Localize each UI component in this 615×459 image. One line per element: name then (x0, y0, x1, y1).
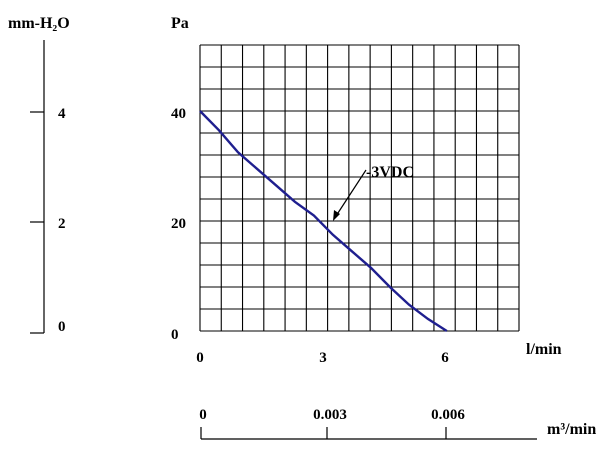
x-tick-label-3: 3 (319, 350, 327, 366)
secondary-y-tick-label-4: 4 (58, 106, 66, 122)
series-line-3vdc (199, 110, 448, 333)
secondary-x-tick-label-0: 0 (199, 407, 207, 423)
annotation-arrowhead (333, 210, 340, 221)
annotation-leader-line (335, 169, 367, 217)
x-tick-label-0: 0 (196, 350, 204, 366)
secondary-x-tick-label-0.006: 0.006 (431, 407, 465, 423)
secondary-y-axis-label: mm-H₂O (8, 15, 70, 32)
y-tick-label-40: 40 (171, 106, 186, 122)
grid (199, 44, 520, 332)
y-tick-label-20: 20 (171, 216, 186, 232)
secondary-y-tick-label-2: 2 (58, 216, 66, 232)
y-tick-labels: 40 20 0 (171, 106, 186, 343)
x-tick-labels: 0 3 6 (196, 350, 449, 366)
x-tick-label-6: 6 (441, 350, 449, 366)
annotation-label: -3VDC (366, 164, 414, 181)
y-tick-label-0: 0 (171, 327, 179, 343)
secondary-y-tick-label-0: 0 (58, 319, 66, 335)
secondary-y-axis: mm-H₂O 4 2 0 (8, 15, 70, 335)
secondary-x-axis: 0 0.003 0.006 m³/min (199, 407, 596, 440)
secondary-x-axis-label: m³/min (547, 421, 596, 438)
annotation-3vdc: -3VDC (333, 164, 414, 221)
secondary-x-tick-label-0.003: 0.003 (313, 407, 347, 423)
y-axis-label: Pa (171, 15, 189, 32)
x-axis-label: l/min (526, 341, 562, 358)
